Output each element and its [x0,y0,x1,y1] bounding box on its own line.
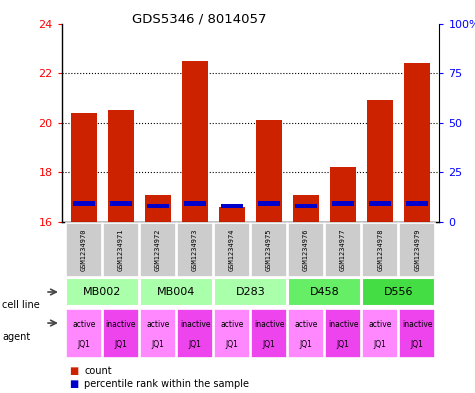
Text: D458: D458 [310,287,340,297]
Bar [325,309,361,358]
Text: active: active [146,320,170,329]
Text: JQ1: JQ1 [114,340,127,349]
Text: count: count [84,366,112,376]
Bar [295,204,317,208]
Bar [288,309,324,358]
Bar [399,309,435,358]
Text: GSM1234974: GSM1234974 [229,228,235,271]
Text: agent: agent [2,332,30,342]
Text: inactive: inactive [180,320,210,329]
Text: GDS5346 / 8014057: GDS5346 / 8014057 [132,13,267,26]
Bar [147,204,169,208]
Text: ■: ■ [69,379,78,389]
Text: cell line: cell line [2,300,40,310]
Bar [362,222,398,277]
Text: GSM1234970: GSM1234970 [81,228,87,271]
Bar [140,222,176,277]
Bar [145,195,171,222]
Bar [66,278,139,306]
Text: MB002: MB002 [83,287,122,297]
Bar [219,207,245,222]
Bar [330,167,356,222]
Text: active: active [72,320,95,329]
Bar [66,222,102,277]
Bar [214,222,250,277]
Bar [404,63,430,222]
Text: JQ1: JQ1 [411,340,424,349]
Bar [140,278,213,306]
Text: JQ1: JQ1 [263,340,275,349]
Bar [288,278,361,306]
Bar [399,222,435,277]
Text: GSM1234977: GSM1234977 [340,228,346,271]
Bar [406,202,428,206]
Text: MB004: MB004 [157,287,196,297]
Text: JQ1: JQ1 [226,340,238,349]
Bar [110,202,132,206]
Bar [293,195,319,222]
Bar [214,309,250,358]
Bar [367,101,393,222]
Text: inactive: inactive [254,320,285,329]
Text: inactive: inactive [328,320,358,329]
Text: ■: ■ [69,366,78,376]
Bar [184,202,206,206]
Bar [182,61,208,222]
Text: D556: D556 [384,287,413,297]
Text: GSM1234976: GSM1234976 [303,228,309,271]
Bar [71,113,97,222]
Text: GSM1234978: GSM1234978 [377,228,383,271]
Text: GSM1234979: GSM1234979 [414,228,420,271]
Bar [251,309,287,358]
Text: JQ1: JQ1 [300,340,313,349]
Bar [288,222,324,277]
Text: inactive: inactive [402,320,432,329]
Bar [221,204,243,208]
Bar [362,278,435,306]
Bar [214,278,287,306]
Text: inactive: inactive [106,320,136,329]
Bar [256,120,282,222]
Bar [258,202,280,206]
Bar [369,202,391,206]
Text: GSM1234975: GSM1234975 [266,228,272,271]
Text: JQ1: JQ1 [152,340,164,349]
Bar [177,309,213,358]
Text: JQ1: JQ1 [337,340,350,349]
Bar [177,222,213,277]
Bar [103,309,139,358]
Bar [108,110,134,222]
Bar [362,309,398,358]
Text: active: active [220,320,244,329]
Text: GSM1234971: GSM1234971 [118,228,124,271]
Text: JQ1: JQ1 [374,340,387,349]
Bar [103,222,139,277]
Text: active: active [369,320,392,329]
Text: GSM1234972: GSM1234972 [155,228,161,271]
Bar [332,202,354,206]
Bar [140,309,176,358]
Text: active: active [294,320,318,329]
Bar [325,222,361,277]
Text: percentile rank within the sample: percentile rank within the sample [84,379,249,389]
Text: JQ1: JQ1 [77,340,90,349]
Bar [251,222,287,277]
Text: JQ1: JQ1 [189,340,201,349]
Bar [66,309,102,358]
Text: D283: D283 [236,287,266,297]
Bar [73,202,95,206]
Text: GSM1234973: GSM1234973 [192,228,198,271]
